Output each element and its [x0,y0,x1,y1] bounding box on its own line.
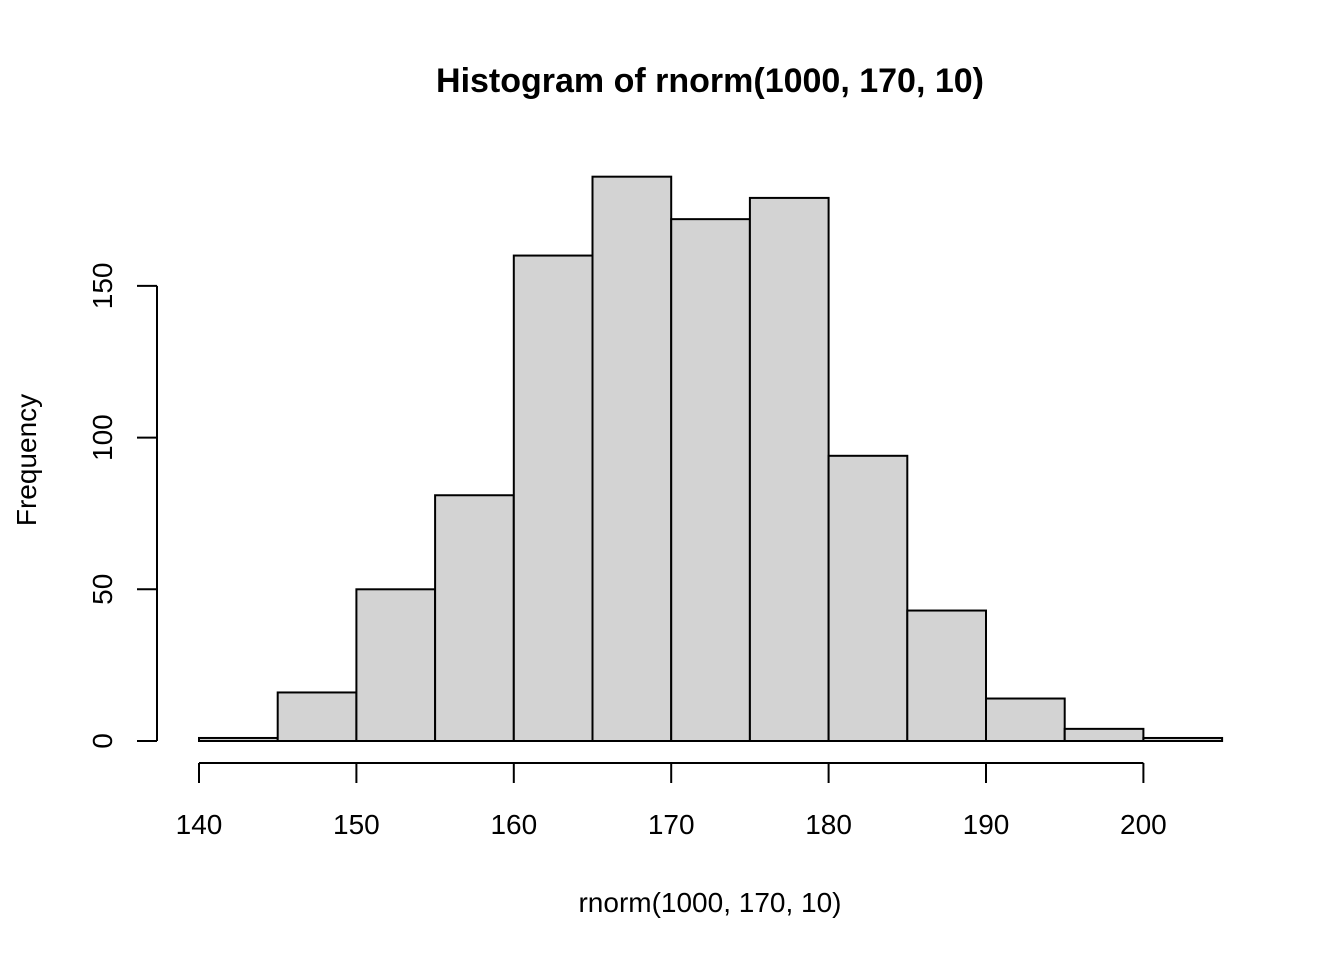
x-tick-label-190: 190 [963,809,1010,840]
histogram-bar-180-185 [827,454,909,742]
y-tick-label-0: 0 [87,733,118,749]
histogram-bar-155-160 [434,494,515,742]
y-tick-label-150: 150 [87,263,118,310]
y-axis: 0 50 100 150 [87,263,158,749]
x-tick-label-180: 180 [805,809,852,840]
x-axis: 140 150 160 170 180 190 200 [176,762,1167,840]
x-tick-label-140: 140 [176,809,223,840]
y-axis-title: Frequency [11,394,42,526]
histogram-bar-145-150 [276,691,358,743]
histogram-bar-150-155 [355,588,437,742]
chart-title: Histogram of rnorm(1000, 170, 10) [436,62,984,100]
histogram-bar-165-170 [591,175,673,742]
histogram-bar-175-180 [748,196,830,743]
histogram-bar-195-200 [1063,727,1145,742]
x-tick-label-160: 160 [490,809,537,840]
y-tick-label-50: 50 [87,574,118,605]
x-tick-label-200: 200 [1120,809,1167,840]
histogram-bar-200-205 [1142,736,1224,742]
histogram-bar-185-190 [906,609,987,742]
bars-group [198,175,1224,743]
histogram-bar-170-175 [670,218,751,742]
x-tick-label-150: 150 [333,809,380,840]
x-axis-title: rnorm(1000, 170, 10) [578,887,841,918]
histogram-bar-140-145 [198,736,279,742]
histogram-bar-190-195 [985,697,1066,743]
x-tick-label-170: 170 [648,809,695,840]
y-tick-label-100: 100 [87,414,118,461]
histogram-bar-160-165 [512,254,594,742]
